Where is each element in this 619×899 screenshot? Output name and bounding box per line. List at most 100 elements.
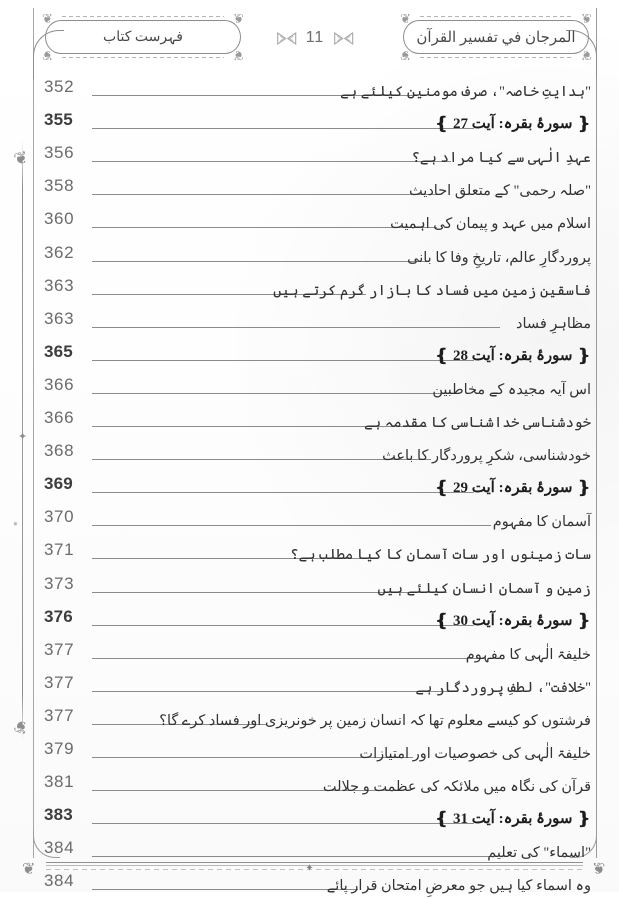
toc-entry-title: عہدِ الٰہی سے کیا مراد ہے؟ bbox=[411, 150, 591, 167]
toc-page-number: 376 bbox=[44, 606, 73, 626]
toc-row[interactable]: 377 خلیفۃ الٰہی کا مفہوم bbox=[40, 635, 591, 668]
toc-row[interactable]: 370 آسمان کا مفہوم bbox=[40, 502, 591, 535]
toc-page-number: 360 bbox=[44, 209, 75, 229]
toc-row[interactable]: 360 اسلام میں عہد و پیمان کی اہمیت bbox=[40, 204, 591, 237]
toc-entry-title: زمین و آسمان انسان کیلئے ہیں bbox=[377, 580, 591, 597]
toc-section-label: سورۂ بقرہ: آیت 28 bbox=[453, 347, 573, 364]
toc-page-number: 383 bbox=[44, 805, 73, 825]
toc-entry-title: "ہدایتِ خاصہ"، صرف مومنین کیلئے ہے bbox=[340, 84, 591, 101]
toc-row[interactable]: 363 مظاہرِ فساد bbox=[40, 304, 591, 337]
toc-row[interactable]: 363 فاسقین زمین میں فساد کا بازار گرم کرت… bbox=[40, 271, 591, 304]
bracket-open-icon: ❴ bbox=[572, 478, 591, 498]
toc-page-number: 368 bbox=[44, 441, 75, 461]
toc-entry-title: آسمان کا مفہوم bbox=[492, 514, 591, 531]
toc-row[interactable]: 366 خودشناسی خداشناسی کا مقدمہ ہے bbox=[40, 403, 591, 436]
toc-page-number: 363 bbox=[44, 308, 75, 328]
vine-node-icon: ✦ bbox=[18, 431, 28, 443]
vine-flourish-icon: ❦ bbox=[11, 715, 31, 738]
toc-section-row[interactable]: 355 ❴ سورۂ بقرہ: آیت 27 ❵ bbox=[40, 105, 591, 138]
toc-entry-title: فاسقین زمین میں فساد کا بازار گرم کرتے ہ… bbox=[273, 282, 591, 299]
toc-section-row[interactable]: 365 ❴ سورۂ بقرہ: آیت 28 ❵ bbox=[40, 337, 591, 370]
flourish-icon: ❦ bbox=[581, 11, 592, 26]
toc-section-row[interactable]: 383 ❴ سورۂ بقرہ: آیت 31 ❵ bbox=[40, 800, 591, 833]
toc-row[interactable]: 368 خودشناسی، شکرِ پروردگار کا باعث bbox=[40, 436, 591, 469]
toc-row[interactable]: 366 اس آیہ مجیدہ کے مخاطبین bbox=[40, 370, 591, 403]
vine-dot-icon: ● bbox=[13, 519, 18, 528]
toc-leader-line bbox=[92, 558, 372, 560]
page-number-group: 11 bbox=[277, 29, 354, 47]
toc-section-row[interactable]: 369 ❴ سورۂ بقرہ: آیت 29 ❵ bbox=[40, 469, 591, 502]
toc-leader-line bbox=[92, 128, 474, 130]
toc-row[interactable]: 377 "خلافت"، لطفِ پروردگار ہے bbox=[40, 668, 591, 701]
cartouche-top-rule bbox=[420, 16, 572, 17]
toc-leader-line bbox=[92, 459, 431, 461]
toc-leader-line bbox=[92, 756, 413, 758]
toc-leader-line bbox=[92, 426, 427, 428]
toc-leader-line bbox=[92, 856, 492, 858]
book-title: المرجان في تفسير القرآن bbox=[416, 29, 576, 46]
flourish-icon: ❦ bbox=[233, 48, 244, 63]
bottom-center-ornament-icon: ✦ bbox=[305, 863, 314, 874]
toc-row[interactable]: 352 "ہدایتِ خاصہ"، صرف مومنین کیلئے ہے bbox=[40, 72, 591, 105]
toc-row[interactable]: 373 زمین و آسمان انسان کیلئے ہیں bbox=[40, 568, 591, 601]
toc-entry-title: "صلہ رحمی" کے متعلق احادیث bbox=[409, 183, 591, 200]
toc-entry-title: ❴ سورۂ بقرہ: آیت 27 ❵ bbox=[435, 114, 592, 134]
toc-page-number: 366 bbox=[44, 408, 75, 428]
flourish-icon: ❦ bbox=[581, 48, 592, 63]
toc-row[interactable]: 379 خلیفۃ الٰہی کی خصوصیات اور امتیازات bbox=[40, 734, 591, 767]
toc-page-number: 363 bbox=[44, 275, 75, 295]
toc-page-number: 370 bbox=[44, 507, 75, 527]
toc-entry-title: وہ اسماء کیا ہیں جو معرضِ امتحان قرار پا… bbox=[326, 878, 591, 895]
toc-leader-line bbox=[92, 260, 426, 262]
toc-entry-title: خلیفۃ الٰہی کی خصوصیات اور امتیازات bbox=[359, 745, 591, 762]
toc-entry-title: خودشناسی، شکرِ پروردگار کا باعث bbox=[382, 448, 591, 465]
toc-page-number: 381 bbox=[44, 772, 75, 792]
toc-leader-line bbox=[92, 359, 474, 361]
toc-row[interactable]: 384 "اسماء" کی تعلیم bbox=[40, 833, 591, 866]
toc-page-number: 371 bbox=[44, 540, 75, 560]
flourish-icon: ❦ bbox=[233, 11, 244, 26]
flourish-icon: ❦ bbox=[42, 11, 53, 26]
section-title: فہرست کتاب bbox=[103, 29, 183, 45]
toc-page-number: 362 bbox=[44, 242, 75, 262]
toc-section-row[interactable]: 376 ❴ سورۂ بقرہ: آیت 30 ❵ bbox=[40, 602, 591, 635]
bracket-open-icon: ❴ bbox=[572, 345, 591, 365]
toc-entry-title: ❴ سورۂ بقرہ: آیت 28 ❵ bbox=[435, 346, 592, 366]
bracket-open-icon: ❴ bbox=[572, 809, 591, 829]
toc-section-label: سورۂ بقرہ: آیت 29 bbox=[453, 480, 573, 497]
toc-row[interactable]: 371 سات زمینوں اور سات آسمان کا کیا مطلب … bbox=[40, 535, 591, 568]
bottom-flourish-icon: ❦ bbox=[22, 861, 36, 878]
toc-entry-title: اسلام میں عہد و پیمان کی اہمیت bbox=[390, 216, 591, 233]
toc-entry-title: خلیفۃ الٰہی کا مفہوم bbox=[465, 646, 591, 663]
toc-page-number: 377 bbox=[44, 705, 75, 725]
flourish-icon: ❦ bbox=[400, 48, 411, 63]
toc-entry-title: ❴ سورۂ بقرہ: آیت 30 ❵ bbox=[435, 611, 592, 631]
table-of-contents: 352 "ہدایتِ خاصہ"، صرف مومنین کیلئے ہے 355… bbox=[40, 72, 591, 899]
toc-row[interactable]: 362 پروردگارِ عالم، تاریخِ وفا کا بانی bbox=[40, 237, 591, 270]
toc-entry-title: قرآن کی نگاہ میں ملائکہ کی عظمت و جلالت bbox=[322, 779, 591, 796]
toc-page-number: 384 bbox=[44, 838, 75, 858]
toc-entry-title: مظاہرِ فساد bbox=[516, 315, 591, 332]
bottom-dashed-rule bbox=[46, 869, 583, 870]
toc-section-label: سورۂ بقرہ: آیت 30 bbox=[453, 612, 573, 629]
toc-page-number: 384 bbox=[44, 871, 75, 891]
frame-left-rule bbox=[33, 8, 34, 858]
toc-row[interactable]: 377 فرشتوں کو کیسے معلوم تھا کہ انسان زمی… bbox=[40, 701, 591, 734]
toc-page-number: 369 bbox=[44, 474, 73, 494]
toc-section-label: سورۂ بقرہ: آیت 31 bbox=[453, 811, 573, 828]
toc-leader-line bbox=[92, 591, 447, 593]
toc-page-number: 366 bbox=[44, 374, 75, 394]
toc-row[interactable]: 381 قرآن کی نگاہ میں ملائکہ کی عظمت و جلا… bbox=[40, 767, 591, 800]
toc-page-number: 373 bbox=[44, 573, 75, 593]
toc-page-number: 377 bbox=[44, 639, 75, 659]
toc-row[interactable]: 356 عہدِ الٰہی سے کیا مراد ہے؟ bbox=[40, 138, 591, 171]
page-number: 11 bbox=[305, 29, 325, 46]
toc-leader-line bbox=[92, 326, 500, 328]
vine-flourish-icon: ❦ bbox=[11, 147, 31, 170]
bottom-rule bbox=[46, 862, 583, 866]
toc-row[interactable]: 358 "صلہ رحمی" کے متعلق احادیث bbox=[40, 171, 591, 204]
toc-leader-line bbox=[92, 293, 366, 295]
toc-entry-title: سات زمینوں اور سات آسمان کا کیا مطلب ہے؟ bbox=[290, 547, 591, 564]
toc-row[interactable]: 384 وہ اسماء کیا ہیں جو معرضِ امتحان قرار… bbox=[40, 866, 591, 899]
